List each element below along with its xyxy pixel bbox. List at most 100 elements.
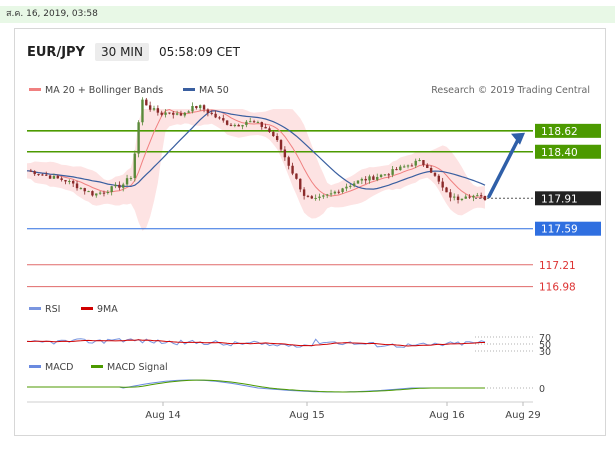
candle-body [152,108,156,110]
macd-signal-line [27,379,485,393]
candle-body [291,165,294,174]
candle-body [445,187,448,193]
legend-swatch-macd-signal [91,365,103,368]
legend-label-ma20: MA 20 + Bollinger Bands [45,85,163,96]
credit-text: Research © 2019 Trading Central [431,85,590,96]
candle-body [52,176,56,179]
candle-body [314,197,317,199]
chart-card: EUR/JPY 30 MIN 05:58:09 CET MA 20 + Boll… [14,28,606,436]
candle-body [214,113,217,118]
timestamp-text: ส.ค. 16, 2019, 03:58 [6,9,98,19]
candle-body [202,105,206,110]
candle-body [433,172,437,176]
candle-body [402,166,406,168]
macd-panel: 0 [27,379,545,395]
candle-body [79,188,83,190]
price-candles [29,97,487,204]
level-labels: 118.62 118.40 117.91 117.59 117.21 116.98 [535,123,601,294]
legend-label-ma50: MA 50 [199,85,229,96]
candle-body [256,122,260,124]
candle-body [148,105,152,110]
candle-body [268,128,271,132]
legend-label-rsi: RSI [45,304,60,315]
candle-body [245,121,248,126]
forecast-arrow-shaft [487,136,521,199]
candle-body [222,118,225,121]
forecast-arrow [487,132,525,199]
level-tag-117.59 [535,221,601,236]
candle-body [218,117,221,119]
candle-body [360,178,364,181]
candle-body [118,184,121,188]
timeframe-badge[interactable]: 30 MIN [94,43,149,61]
candle-body [372,176,375,180]
ma50-line [26,110,486,190]
candle-body [414,160,417,166]
level-label-118.62: 118.62 [541,126,578,138]
candle-body [37,174,40,176]
chart-header: EUR/JPY 30 MIN 05:58:09 CET [27,42,240,62]
timestamp-bar: ส.ค. 16, 2019, 03:58 [0,6,615,23]
candle-body [133,153,136,179]
candle-body [464,196,467,199]
candle-body [279,140,283,150]
candle-body [449,192,452,198]
candle-body [299,178,302,190]
candle-body [179,113,183,116]
candle-body [295,173,298,179]
candle-body [114,184,117,187]
candle-body [422,160,425,165]
candle-body [352,183,356,186]
currency-pair: EUR/JPY [27,44,85,60]
candle-body [91,191,94,196]
candle-body [429,168,433,173]
candle-body [310,196,314,199]
candle-body [326,194,329,196]
candle-body [287,157,290,166]
forecast-arrow-head [511,132,525,145]
candle-body [383,174,387,176]
candle-body [410,165,414,167]
candle-body [102,192,106,194]
candle-body [68,180,71,182]
candle-body [95,193,98,196]
candle-body [71,180,75,184]
level-label-118.40: 118.40 [541,147,578,159]
candle-body [33,171,36,175]
candle-body [349,185,352,187]
candle-body [141,99,144,123]
chart-time: 05:58:09 CET [158,45,240,59]
bollinger-bands [27,109,485,231]
candle-body [156,108,160,113]
candle-body [106,191,110,193]
candle-body [129,178,133,180]
candle-body [172,112,175,115]
rsi-line [26,338,486,348]
legend-swatch-rsi [29,307,41,310]
candle-body [379,174,383,178]
candle-body [125,178,129,185]
candle-body [387,174,390,176]
candle-body [483,195,487,200]
x-tick-label: Aug 15 [289,410,324,421]
macd-legend: MACD MACD Signal [29,362,168,373]
candle-body [329,193,333,195]
candle-body [175,113,179,115]
level-lines [27,130,533,288]
rsi-tick-30: 30 [539,347,551,358]
candle-body [476,195,479,197]
candle-body [56,176,59,179]
legend-label-macd: MACD [45,362,73,373]
rsi-tick-70: 70 [539,333,551,344]
candle-body [249,121,252,123]
price-legend: MA 20 + Bollinger Bands MA 50 Research ©… [29,85,590,96]
level-tag-118.40 [535,144,601,159]
legend-swatch-ma20 [29,88,41,91]
candle-body [229,124,233,126]
candle-body [395,169,398,171]
candle-body [29,170,33,172]
candle-body [472,195,475,198]
bollinger-band-fill [27,109,485,231]
candle-body [456,196,460,200]
